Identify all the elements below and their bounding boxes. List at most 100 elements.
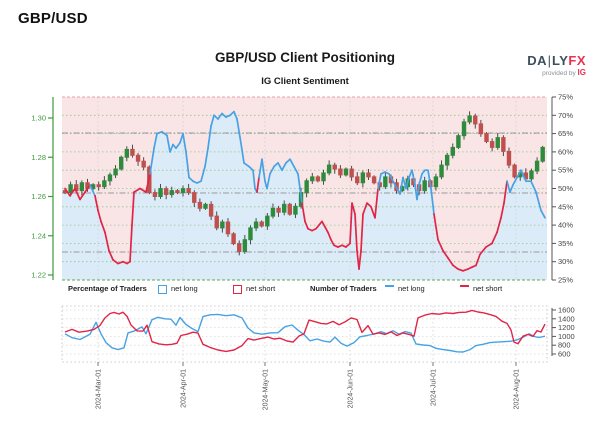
candle-up bbox=[68, 184, 73, 194]
net-short-pct-line bbox=[79, 191, 86, 201]
candle-down bbox=[259, 221, 264, 227]
net-short-pct-line bbox=[100, 220, 106, 234]
net-short-pct-line bbox=[491, 231, 498, 245]
net-short-pct-line bbox=[94, 194, 99, 212]
net-long-pct-line bbox=[188, 176, 194, 183]
count-tick-label: 800 bbox=[558, 341, 571, 350]
net-short-pct-line bbox=[139, 187, 147, 194]
net-short-pct-line bbox=[351, 202, 356, 215]
candle-down bbox=[231, 233, 236, 245]
candle-down bbox=[141, 160, 146, 168]
net-long-pct-line bbox=[210, 114, 215, 128]
net-long-pct-line bbox=[166, 134, 171, 153]
candle-down bbox=[332, 164, 337, 170]
net-short-pct-line bbox=[97, 209, 102, 223]
net-short-pct-line bbox=[321, 220, 326, 228]
gridlines bbox=[62, 97, 547, 362]
candle-up bbox=[180, 188, 186, 194]
candle-up bbox=[265, 215, 270, 227]
net-short-pct-line bbox=[362, 202, 368, 215]
candle-up bbox=[534, 160, 540, 172]
candle-down bbox=[473, 115, 478, 125]
candle-up bbox=[444, 154, 450, 166]
net-long-pct-line bbox=[520, 169, 527, 183]
candle-up bbox=[439, 164, 444, 178]
net-long-pct-line bbox=[236, 118, 241, 139]
candle-down bbox=[152, 192, 158, 197]
count-tick-label: 1200 bbox=[558, 323, 575, 332]
net-short-pct-line bbox=[354, 213, 358, 252]
candle-up bbox=[310, 176, 315, 182]
candle-up bbox=[326, 164, 332, 174]
candle-up bbox=[433, 176, 439, 188]
net-long-pct-line bbox=[281, 162, 287, 172]
net-short-pct-line bbox=[327, 231, 332, 241]
candle-down bbox=[192, 192, 197, 203]
net-long-pct-line bbox=[285, 158, 291, 164]
date-tick-label: 2024-May-01 bbox=[263, 369, 270, 410]
net-long-pct-line bbox=[516, 169, 522, 179]
candle-up bbox=[79, 182, 85, 192]
net-short-pct-line bbox=[74, 187, 81, 201]
net-short-pct-line bbox=[349, 202, 353, 245]
legend-net-long-count-label: net long bbox=[398, 284, 425, 293]
net-short-pct-line bbox=[437, 238, 444, 252]
net-short-pct-line bbox=[129, 224, 133, 263]
candle-down bbox=[135, 154, 141, 162]
net-short-pct-line bbox=[479, 246, 487, 256]
count-tick-label: 600 bbox=[558, 350, 571, 359]
candle-down bbox=[489, 141, 495, 148]
date-tick-label: 2024-Aug-01 bbox=[514, 369, 521, 410]
chart-title: GBP/USD Client Positioning bbox=[214, 50, 395, 65]
net-long-pct-line bbox=[430, 187, 435, 215]
candle-up bbox=[169, 190, 174, 196]
candle-up bbox=[220, 221, 225, 229]
net-long-pct-line bbox=[377, 173, 382, 190]
candle-up bbox=[124, 148, 130, 158]
count-tick-label: 1400 bbox=[558, 314, 575, 323]
net-long-pct-line bbox=[506, 180, 511, 194]
pct-tick-label: 45% bbox=[558, 202, 573, 211]
candle-up bbox=[119, 156, 124, 170]
candle-down bbox=[287, 203, 293, 215]
net-long-pct-line bbox=[388, 173, 394, 183]
candle-down bbox=[349, 168, 354, 178]
traders-panel-border bbox=[61, 305, 548, 363]
pct-tick-label: 55% bbox=[558, 166, 573, 175]
number-of-traders-panel bbox=[61, 305, 556, 366]
candle-down bbox=[315, 176, 321, 182]
pct-tick-label: 35% bbox=[558, 239, 573, 248]
net-short-pct-line bbox=[330, 238, 335, 247]
net-long-pct-line bbox=[405, 176, 410, 190]
net-long-pct-line bbox=[233, 110, 238, 120]
net-short-pct-line bbox=[304, 220, 309, 230]
candle-down bbox=[214, 215, 219, 229]
net-short-pct-line bbox=[112, 259, 119, 265]
dailyfx-wordmark: DA|LYFX bbox=[527, 53, 586, 68]
net-short-pct-line bbox=[358, 249, 362, 270]
net-short-pct-line bbox=[117, 260, 124, 265]
candle-up bbox=[540, 146, 545, 162]
candle-up bbox=[242, 239, 248, 252]
net-long-pct-line bbox=[258, 158, 263, 179]
net-short-pct-line bbox=[442, 249, 449, 259]
net-short-pct-line bbox=[324, 226, 329, 234]
pct-tick-label: 50% bbox=[558, 184, 573, 193]
net-long-pct-line bbox=[89, 183, 96, 197]
legend-net-short-count-label: net short bbox=[473, 284, 503, 293]
net-short-pct-line bbox=[145, 173, 151, 194]
net-long-pct-line bbox=[512, 176, 518, 186]
net-short-pct-line bbox=[452, 264, 459, 270]
count-tick-label: 1600 bbox=[558, 306, 575, 315]
net-short-pct-line bbox=[433, 213, 439, 241]
candle-up bbox=[383, 176, 388, 188]
pct-tick-label: 65% bbox=[558, 129, 573, 138]
net-short-pct-line bbox=[108, 249, 114, 261]
net-short-pct-line bbox=[366, 202, 372, 208]
candle-up bbox=[158, 188, 163, 197]
page-title: GBP/USD bbox=[18, 10, 88, 27]
net-long-pct-line bbox=[418, 173, 423, 186]
candle-up bbox=[281, 203, 287, 213]
legend-percentage-title: Percentage of Traders bbox=[68, 284, 147, 293]
candle-down bbox=[208, 203, 214, 217]
